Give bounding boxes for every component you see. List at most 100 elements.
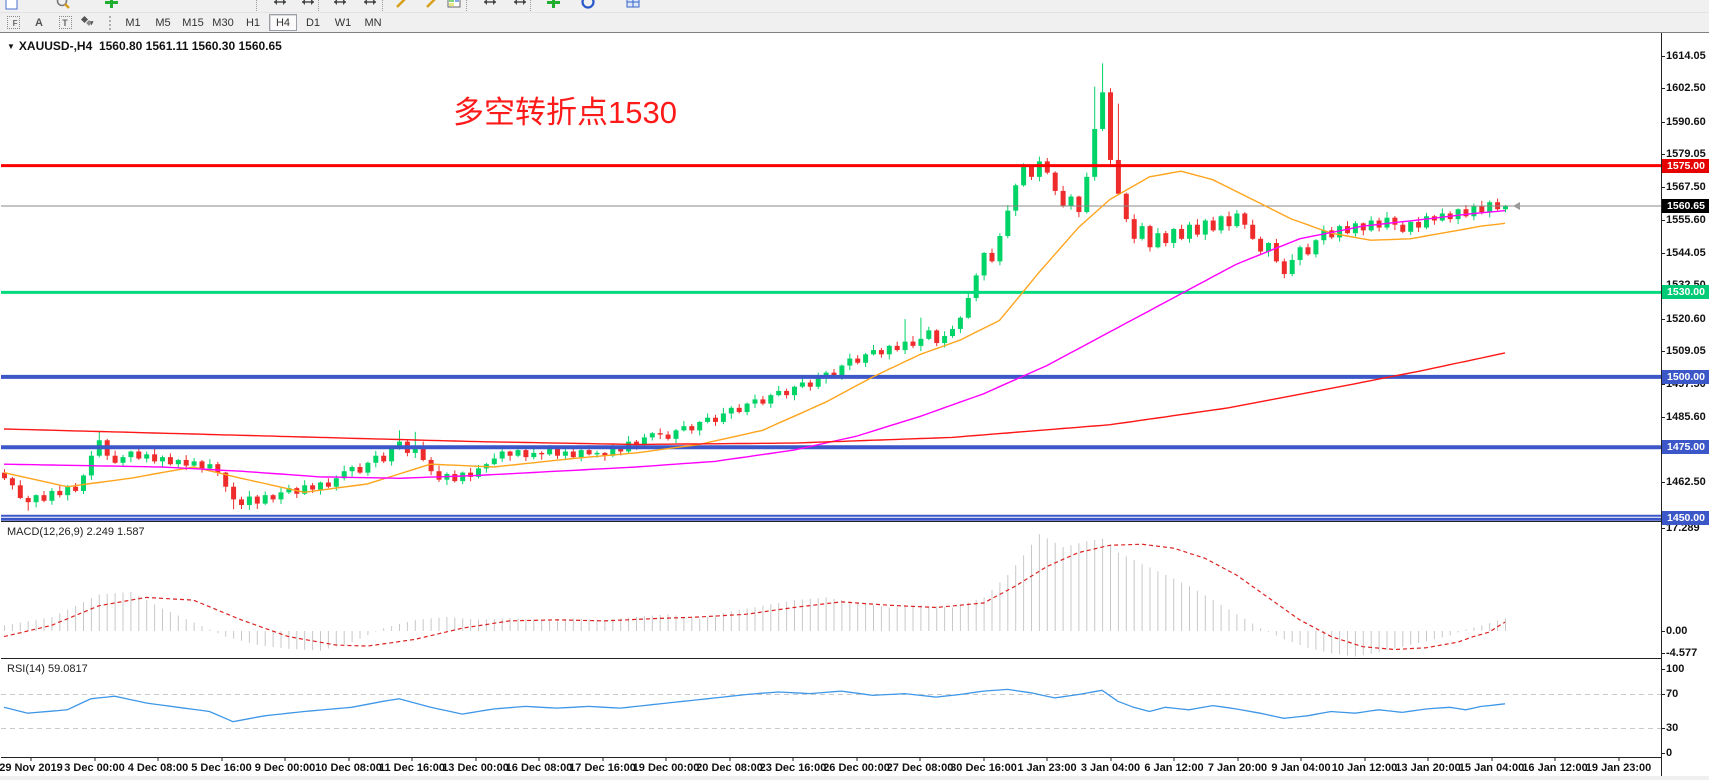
chart-title: ▼ XAUUSD-,H4 1560.80 1561.11 1560.30 1560… <box>7 39 282 53</box>
rsi-scale-label: 100 <box>1661 663 1685 675</box>
time-label: 17 Dec 16:00 <box>569 762 636 774</box>
rsi-label: RSI(14) 59.0817 <box>7 663 88 675</box>
macd-scale-label: 17.289 <box>1662 522 1700 534</box>
toolbar-separator <box>318 0 320 12</box>
ohlc-close: 1560.65 <box>238 39 282 53</box>
grid-properties-icon[interactable] <box>446 0 462 10</box>
time-tick <box>348 758 349 761</box>
ohlc-low: 1560.30 <box>191 39 236 53</box>
line-tool-icon[interactable] <box>394 0 410 10</box>
timeframe-button-h1[interactable]: H1 <box>245 16 261 29</box>
shift-chart-icon[interactable] <box>512 0 528 10</box>
macd-chart[interactable] <box>1 523 1661 659</box>
template-grid-icon[interactable] <box>625 0 641 10</box>
scale-fix-icon[interactable] <box>300 0 316 10</box>
time-tick <box>1618 758 1619 761</box>
timeframe-buttons: M1 M5 M15 M30 H1 H4 D1 W1 MN <box>118 14 388 31</box>
time-label: 4 Dec 08:00 <box>127 762 189 774</box>
zoom-out-icon[interactable] <box>362 0 378 10</box>
time-label: 6 Jan 12:00 <box>1144 762 1204 774</box>
timeframe-button-m5[interactable]: M5 <box>155 16 171 29</box>
ma-magenta <box>3 209 1506 480</box>
time-label: 7 Jan 20:00 <box>1207 762 1268 774</box>
time-tick <box>1427 758 1429 761</box>
time-label: 26 Dec 00:00 <box>823 762 890 774</box>
time-tick <box>475 758 476 761</box>
timeframe-button-mn[interactable]: MN <box>364 16 382 29</box>
price-tick-label: 1590.60 <box>1662 115 1706 128</box>
price-tick-label: 1509.05 <box>1662 345 1706 358</box>
text-box-icon[interactable]: T <box>54 15 76 31</box>
time-label: 19 Dec 00:00 <box>632 762 700 774</box>
time-label: 15 Jan 04:00 <box>1458 762 1525 774</box>
ma-red <box>3 352 1506 446</box>
add-indicator-icon[interactable] <box>545 0 561 10</box>
time-label: 1 Jan 23:00 <box>1017 762 1077 774</box>
dropdown-caret-icon: ▾ <box>89 19 94 27</box>
ma-orange <box>3 170 1506 494</box>
time-tick <box>1300 758 1302 761</box>
time-axis[interactable]: 29 Nov 2019 3 Dec 00:00 4 Dec 08:00 5 Dec 1… <box>0 758 1661 776</box>
time-tick <box>538 758 540 761</box>
refresh-icon[interactable] <box>580 0 596 10</box>
time-tick <box>1237 758 1238 761</box>
time-tick <box>1046 758 1048 761</box>
timeframe-button-m1[interactable]: M1 <box>125 16 141 29</box>
time-tick <box>157 758 159 761</box>
timeframe-button-d1[interactable]: D1 <box>305 16 321 29</box>
zoom-in-icon[interactable] <box>332 0 348 10</box>
time-label: 16 Dec 08:00 <box>505 762 573 774</box>
price-tick-label: 1520.60 <box>1662 312 1706 325</box>
price-axis[interactable]: 1614.05 1602.50 1590.60 1579.05 1567.50 1555.… <box>1661 33 1709 776</box>
time-tick <box>919 758 921 761</box>
rsi-chart[interactable] <box>1 660 1661 758</box>
line-tool-icon[interactable] <box>424 0 440 10</box>
zoom-icon[interactable] <box>55 0 71 10</box>
chart-window: ▼ XAUUSD-,H4 1560.80 1561.11 1560.30 1560… <box>0 32 1709 780</box>
price-chart-pane[interactable]: ▼ XAUUSD-,H4 1560.80 1561.11 1560.30 1560… <box>1 35 1661 522</box>
timeframe-button-w1[interactable]: W1 <box>334 16 352 29</box>
price-tick-label: 1567.50 <box>1662 180 1706 193</box>
time-tick <box>856 758 857 761</box>
time-label: 13 Jan 20:00 <box>1395 762 1461 774</box>
candles <box>2 63 1508 511</box>
time-tick <box>983 758 984 761</box>
window-icon[interactable] <box>4 0 20 10</box>
price-tick-label: 1579.05 <box>1662 148 1706 161</box>
time-label: 10 Dec 08:00 <box>315 762 382 774</box>
timeframe-button-m15[interactable]: M15 <box>182 16 204 29</box>
price-tick-label: 1485.60 <box>1662 411 1706 424</box>
text-label-icon[interactable]: A <box>35 16 43 29</box>
toolbar-drag-handle[interactable] <box>109 15 113 30</box>
shift-chart-icon[interactable] <box>482 0 498 10</box>
rsi-pane[interactable]: RSI(14) 59.0817 <box>1 660 1661 758</box>
price-tick-label: 1555.60 <box>1662 214 1706 227</box>
time-tick <box>1110 758 1111 761</box>
selection-box-icon[interactable]: F <box>2 15 24 31</box>
price-level-badge: 1450.00 <box>1662 510 1709 525</box>
new-chart-icon[interactable] <box>103 0 119 10</box>
dropdown-triangle-icon[interactable]: ▼ <box>7 42 15 51</box>
macd-signal-line <box>3 543 1506 651</box>
last-price-arrow-icon <box>1513 202 1520 210</box>
toolbar-separator <box>382 0 384 12</box>
price-tick-label: 1544.05 <box>1662 246 1706 259</box>
price-level-badge: 1575.00 <box>1662 158 1709 173</box>
time-tick <box>1491 758 1492 761</box>
current-price-badge: 1560.65 <box>1662 199 1709 213</box>
arrows-tool-icon[interactable]: ▾ <box>80 15 102 31</box>
timeframe-button-m30[interactable]: M30 <box>212 16 234 29</box>
time-label: 23 Dec 16:00 <box>759 762 827 774</box>
bottom-strip <box>0 776 1709 780</box>
toolbar-top-strip <box>0 0 1709 13</box>
scale-fix-icon[interactable] <box>272 0 288 10</box>
rsi-line <box>3 688 1506 723</box>
candlestick-chart[interactable] <box>1 35 1661 522</box>
ohlc-open: 1560.80 <box>98 39 143 53</box>
time-label: 29 Nov 2019 <box>0 762 63 774</box>
time-tick <box>1554 758 1556 761</box>
price-tick-label: 1602.50 <box>1662 82 1706 95</box>
timeframe-button-h4[interactable]: H4 <box>269 14 297 31</box>
macd-pane[interactable]: MACD(12,26,9) 2.249 1.587 <box>1 523 1661 659</box>
